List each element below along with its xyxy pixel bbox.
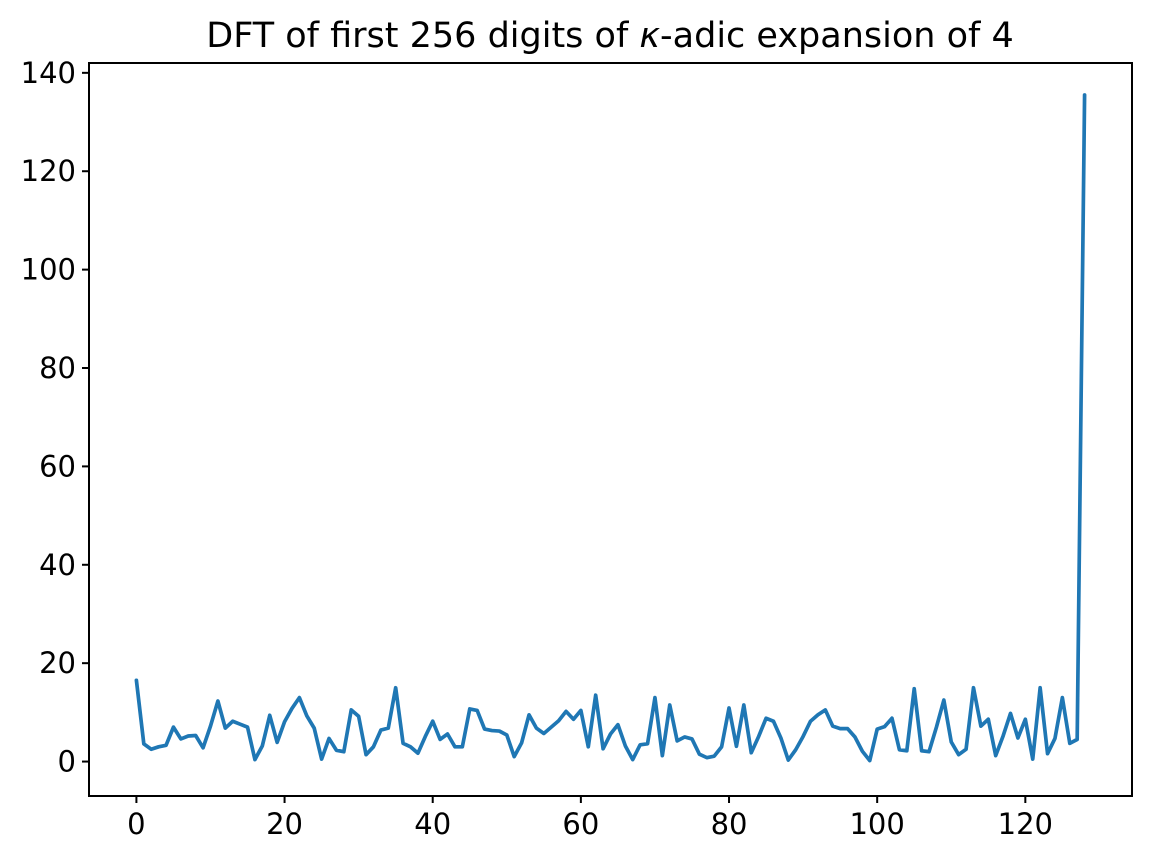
y-tick-label: 80	[39, 351, 76, 385]
x-tick-label: 60	[562, 807, 599, 841]
x-tick-label: 20	[266, 807, 303, 841]
y-tick-label: 140	[21, 56, 76, 90]
plot-area: 0 20 40 60 80 100 120 0 20 40 60 80 100 120 140	[21, 56, 1133, 841]
chart-title: DFT of first 256 digits of κ-adic expans…	[206, 16, 1013, 56]
x-tick-label: 40	[414, 807, 451, 841]
y-tick-label: 0	[58, 745, 76, 779]
x-tick-label: 0	[127, 807, 145, 841]
x-tick-label: 80	[711, 807, 748, 841]
y-tick-label: 120	[21, 154, 76, 188]
y-tick-label: 40	[39, 548, 76, 582]
y-tick-label: 100	[21, 253, 76, 287]
y-tick-label: 60	[39, 449, 76, 483]
x-tick-label: 120	[998, 807, 1053, 841]
chart-title-prefix: DFT of first 256 digits of	[206, 16, 639, 56]
axes-spines	[88, 62, 1133, 797]
dft-magnitude-line	[134, 93, 1087, 763]
x-tick-label: 100	[849, 807, 904, 841]
chart-title-suffix: -adic expansion of 4	[660, 16, 1014, 56]
kappa-symbol: κ	[639, 16, 660, 56]
y-tick-label: 20	[39, 646, 76, 680]
